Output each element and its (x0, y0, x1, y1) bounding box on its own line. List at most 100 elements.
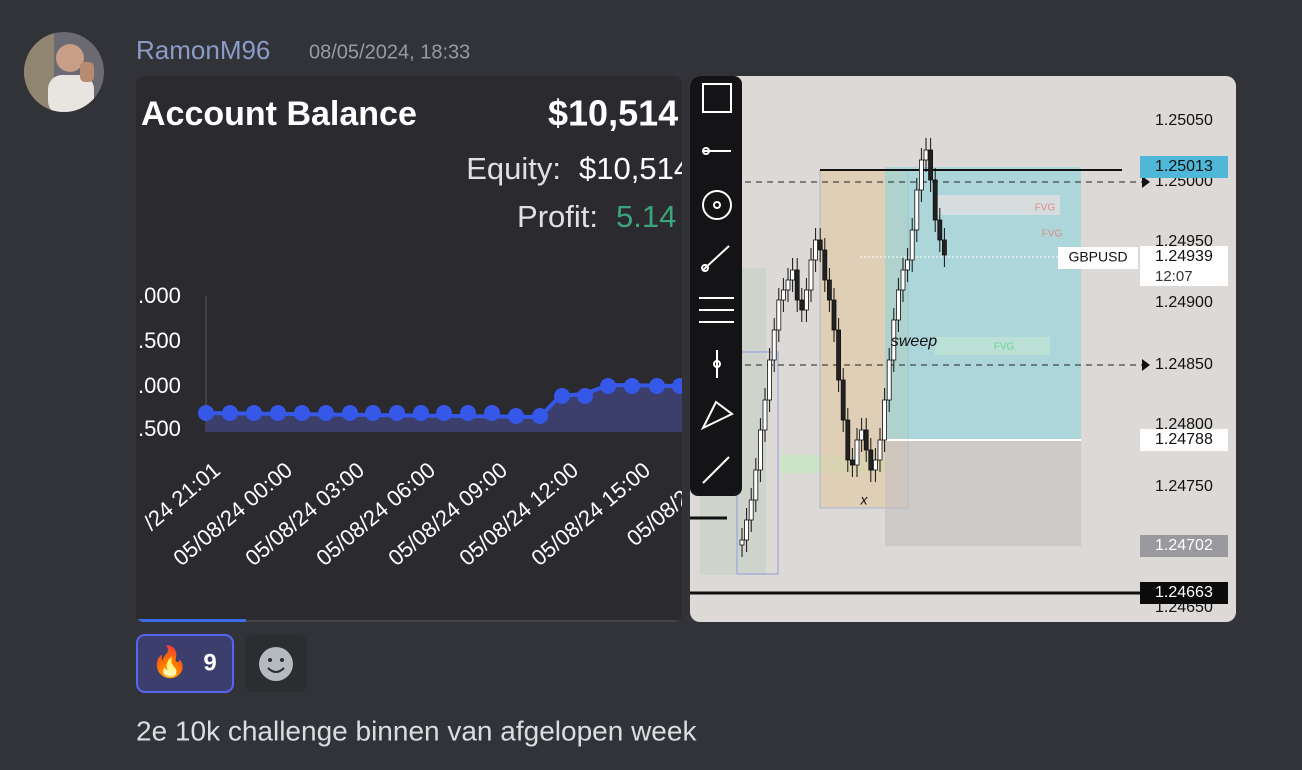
account-image[interactable]: Account Balance $10,514 Equity: $10,514 … (136, 76, 727, 622)
candle (840, 379, 846, 421)
candle (877, 439, 883, 461)
equity: $10,514 (579, 151, 691, 186)
balance-dot (460, 405, 476, 421)
toolbar-icons[interactable] (699, 83, 734, 484)
symbol: GBPUSD (1068, 249, 1127, 265)
price-tag-label: 1.25013 (1155, 158, 1213, 175)
balance-dot (624, 378, 640, 394)
price-tag (1140, 156, 1228, 178)
chart-image[interactable]: GBPUSD 1.24939 12:07 1.250501.250001.249… (690, 76, 1236, 622)
current-price: 1.24939 (1155, 248, 1213, 265)
candle (868, 449, 874, 471)
y-label: .500 (138, 416, 181, 441)
fvg-box (935, 337, 1050, 355)
balance-dot (436, 405, 452, 421)
y-label: .000 (138, 283, 181, 308)
candle (886, 359, 892, 401)
avatar[interactable] (24, 32, 104, 115)
candle (748, 499, 754, 521)
balance-line (205, 382, 682, 420)
candle (896, 289, 901, 321)
candle (831, 299, 837, 331)
fvg-box (935, 195, 1060, 215)
candle (863, 429, 869, 451)
profit-label: Profit: (517, 199, 598, 234)
candle (785, 279, 791, 291)
image-bg (136, 76, 682, 622)
candle (932, 179, 938, 221)
candle (753, 469, 759, 501)
balance-dot (554, 388, 570, 404)
balance-dot (484, 405, 500, 421)
price-label: 1.24950 (1155, 233, 1213, 250)
y-label: .000 (138, 373, 181, 398)
price-tag-label: 1.24702 (1155, 537, 1213, 554)
candle (909, 229, 915, 261)
candle (794, 269, 800, 301)
price-tag (1140, 582, 1228, 604)
price-tag-label: 1.24663 (1155, 584, 1213, 601)
balance-dot (270, 405, 286, 421)
balance-dot (672, 378, 682, 394)
price-tag (1140, 429, 1228, 451)
stop-zone (885, 440, 1081, 546)
candle (845, 419, 851, 461)
annotation: sweep (891, 333, 937, 350)
annotation: x (860, 492, 869, 508)
balance-dot (413, 405, 429, 421)
candles (739, 138, 947, 557)
symbol-tag (1058, 247, 1138, 269)
candle (799, 299, 805, 311)
candle (790, 269, 795, 281)
price-label: 1.24900 (1155, 294, 1213, 311)
balance-dot (600, 378, 616, 394)
candle (854, 439, 860, 466)
price-tag (1140, 246, 1228, 286)
annotation: FVG (1042, 229, 1063, 240)
annotation: FVG (1035, 203, 1056, 214)
candle (859, 429, 864, 441)
candle (850, 459, 855, 466)
title: Account Balance (141, 95, 417, 133)
balance-dot (222, 405, 238, 421)
price-label: 1.24850 (1155, 356, 1213, 373)
author[interactable]: RamonM96 (136, 35, 270, 65)
candle (744, 519, 749, 541)
balance-dot (246, 405, 262, 421)
balance-dot (318, 405, 334, 421)
price-tag-label: 1.24788 (1155, 431, 1213, 448)
candle (767, 359, 772, 401)
balance-dot (389, 405, 405, 421)
candle (739, 539, 745, 546)
reaction-emoji: 🔥 (151, 644, 188, 679)
candle (942, 239, 947, 256)
add-reaction[interactable] (245, 635, 307, 692)
candle (781, 289, 786, 301)
candle (771, 329, 777, 361)
candle (900, 269, 906, 291)
candle (813, 239, 818, 261)
balance: $10,514 (548, 93, 678, 134)
candle (758, 429, 763, 471)
countdown: 12:07 (1155, 268, 1193, 285)
y-label: .500 (138, 328, 181, 353)
balance-dot (508, 408, 524, 424)
candle (808, 259, 814, 291)
equity-label: Equity: (466, 151, 561, 186)
balance-dot (365, 405, 381, 421)
price-tag (1140, 535, 1228, 557)
candle (928, 149, 933, 181)
balance-dot (532, 408, 548, 424)
reaction-count: 9 (203, 649, 216, 676)
timestamp: 08/05/2024, 18:33 (309, 41, 470, 63)
candle (905, 259, 910, 271)
price-label: 1.24800 (1155, 416, 1213, 433)
reaction[interactable]: 🔥 9 (136, 634, 234, 693)
candle (827, 279, 832, 301)
candle (882, 399, 887, 441)
candle (891, 319, 897, 361)
toolbar (690, 76, 742, 496)
price-label: 1.24750 (1155, 478, 1213, 495)
message-text: 2e 10k challenge binnen van afgelopen we… (136, 715, 697, 746)
